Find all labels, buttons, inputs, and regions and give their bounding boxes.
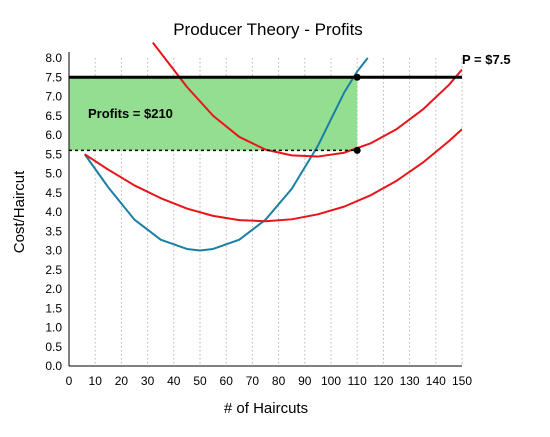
y-tick-label: 2.0: [45, 282, 62, 296]
chart-title: Producer Theory - Profits: [173, 20, 363, 39]
x-tick-label: 0: [66, 374, 73, 388]
x-tick-label: 100: [321, 374, 341, 388]
x-tick-label: 120: [373, 374, 393, 388]
x-tick-label: 40: [167, 374, 181, 388]
x-tick-label: 10: [89, 374, 103, 388]
x-tick-label: 60: [220, 374, 234, 388]
y-tick-label: 1.5: [45, 301, 62, 315]
y-tick-label: 7.5: [45, 70, 62, 84]
x-tick-label: 80: [272, 374, 286, 388]
axes: [68, 52, 462, 367]
y-tick-label: 0.5: [45, 340, 62, 354]
x-tick-label: 110: [348, 374, 367, 388]
series-layer: [83, 41, 462, 252]
data-point: [353, 146, 361, 154]
x-tick-label: 130: [400, 374, 420, 388]
y-tick-label: 5.0: [45, 167, 62, 181]
profit-area: [69, 77, 358, 151]
series-line-2: [84, 128, 462, 223]
y-axis-label: Cost/Haircut: [11, 170, 28, 253]
x-tick-label: 150: [452, 374, 472, 388]
y-tick-label: 6.5: [45, 109, 62, 123]
y-tick-label: 5.5: [45, 147, 62, 161]
tick-labels: 0 10 20 30 40 50 60 70 80 90 100 110 120 130 140 150 0.0…: [45, 51, 472, 388]
y-tick-label: 1.0: [45, 321, 62, 335]
profit-area-layer: [69, 77, 358, 151]
x-tick-label: 20: [115, 374, 129, 388]
series-line-0: [83, 57, 369, 252]
grid: [94, 58, 463, 366]
x-tick-label: 50: [193, 374, 207, 388]
y-tick-label: 3.0: [45, 244, 62, 258]
x-tick-label: 70: [246, 374, 260, 388]
y-tick-label: 6.0: [45, 128, 62, 142]
y-tick-label: 4.5: [45, 186, 62, 200]
series-line-1: [152, 41, 462, 158]
price-label: P = $7.5: [462, 52, 511, 67]
overlay-layer: [69, 73, 462, 154]
x-tick-label: 90: [298, 374, 312, 388]
x-tick-label: 30: [141, 374, 155, 388]
y-tick-label: 2.5: [45, 263, 62, 277]
profit-label: Profits = $210: [88, 106, 173, 121]
y-tick-label: 3.5: [45, 224, 62, 238]
y-tick-label: 4.0: [45, 205, 62, 219]
x-axis-label: # of Haircuts: [224, 400, 308, 417]
y-tick-label: 7.0: [45, 90, 62, 104]
data-point: [353, 73, 361, 81]
y-tick-label: 0.0: [45, 359, 62, 373]
x-tick-label: 140: [426, 374, 446, 388]
y-tick-label: 8.0: [45, 51, 62, 65]
